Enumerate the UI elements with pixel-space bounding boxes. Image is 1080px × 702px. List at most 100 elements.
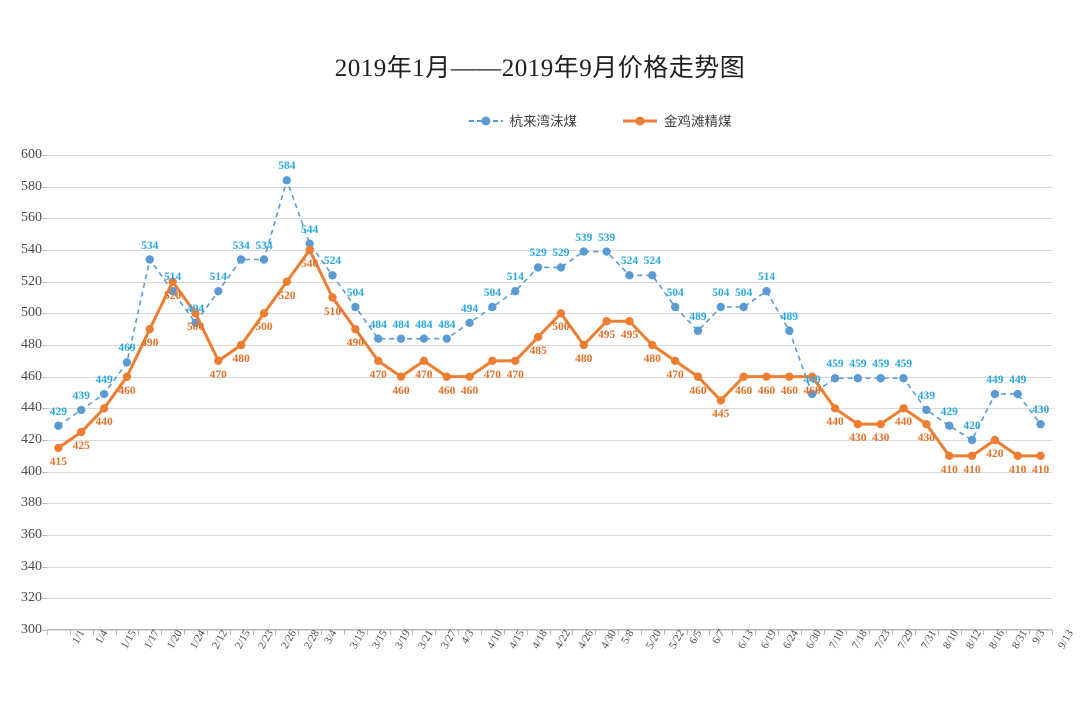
- data-point[interactable]: [442, 372, 451, 381]
- data-point[interactable]: [168, 277, 177, 286]
- data-point[interactable]: [762, 372, 771, 381]
- data-point[interactable]: [122, 372, 132, 381]
- data-point[interactable]: [922, 405, 931, 415]
- data-point[interactable]: [54, 421, 63, 430]
- data-point[interactable]: [807, 372, 817, 381]
- data-point[interactable]: [670, 302, 680, 312]
- data-point[interactable]: [328, 271, 337, 280]
- data-point[interactable]: [648, 340, 657, 350]
- data-point[interactable]: [396, 372, 406, 381]
- data-point[interactable]: [465, 318, 474, 328]
- data-point[interactable]: [990, 389, 1000, 399]
- data-point[interactable]: [236, 340, 246, 350]
- data-point[interactable]: [693, 372, 703, 381]
- y-tick-label: 580: [21, 178, 42, 194]
- data-point[interactable]: [99, 389, 109, 399]
- data-point[interactable]: [876, 419, 885, 429]
- data-point[interactable]: [488, 302, 497, 312]
- data-point[interactable]: [236, 255, 246, 264]
- data-point[interactable]: [899, 404, 908, 413]
- data-point[interactable]: [77, 405, 86, 415]
- data-point[interactable]: [602, 317, 611, 326]
- data-point[interactable]: [488, 356, 497, 366]
- data-point[interactable]: [533, 332, 543, 342]
- data-point[interactable]: [945, 421, 954, 430]
- data-point[interactable]: [259, 309, 269, 318]
- data-point[interactable]: [1036, 419, 1045, 429]
- data-point[interactable]: [259, 255, 269, 264]
- data-point[interactable]: [830, 374, 840, 383]
- data-point[interactable]: [739, 372, 748, 381]
- data-point[interactable]: [191, 309, 200, 318]
- legend-marker-dashed-icon: [468, 114, 503, 126]
- data-point[interactable]: [899, 374, 908, 383]
- data-point[interactable]: [785, 326, 794, 335]
- y-tick-label: 560: [21, 210, 42, 226]
- data-point[interactable]: [1013, 389, 1022, 399]
- data-point[interactable]: [1036, 451, 1045, 461]
- data-point[interactable]: [305, 239, 314, 248]
- data-point[interactable]: [876, 374, 885, 383]
- data-point[interactable]: [511, 286, 520, 296]
- data-point[interactable]: [602, 247, 611, 256]
- data-point[interactable]: [77, 427, 86, 437]
- data-point[interactable]: [305, 245, 314, 255]
- data-point[interactable]: [351, 324, 360, 334]
- x-tick-label: 2/28: [301, 628, 322, 651]
- data-point[interactable]: [556, 309, 566, 318]
- data-point[interactable]: [214, 356, 223, 366]
- data-point[interactable]: [419, 334, 429, 343]
- legend-item-blue[interactable]: 杭来湾沫煤: [468, 110, 577, 130]
- legend-item-orange[interactable]: 金鸡滩精煤: [623, 110, 732, 130]
- x-tick-mark: [366, 630, 368, 635]
- x-tick-label: 5/20: [644, 628, 665, 651]
- data-point[interactable]: [853, 419, 863, 429]
- data-point[interactable]: [967, 435, 977, 445]
- data-point[interactable]: [648, 271, 657, 280]
- x-tick-label: 5/22: [667, 628, 688, 651]
- data-point[interactable]: [807, 389, 817, 399]
- data-point[interactable]: [922, 419, 931, 429]
- x-tick-mark: [1029, 630, 1031, 635]
- x-tick-mark: [937, 630, 939, 635]
- data-point[interactable]: [282, 176, 292, 185]
- data-point[interactable]: [282, 277, 292, 286]
- data-point[interactable]: [967, 451, 977, 461]
- data-point[interactable]: [511, 356, 520, 366]
- data-point[interactable]: [122, 358, 132, 367]
- data-point[interactable]: [419, 356, 429, 366]
- data-point[interactable]: [54, 443, 63, 453]
- data-point[interactable]: [853, 374, 863, 383]
- data-point[interactable]: [145, 255, 154, 264]
- data-point[interactable]: [716, 302, 726, 312]
- data-point[interactable]: [556, 263, 566, 272]
- data-point[interactable]: [739, 302, 748, 312]
- data-point[interactable]: [579, 340, 588, 350]
- data-point[interactable]: [625, 271, 634, 280]
- data-point[interactable]: [762, 286, 771, 296]
- data-point[interactable]: [465, 372, 474, 381]
- data-point[interactable]: [373, 334, 383, 343]
- data-point[interactable]: [328, 293, 337, 302]
- data-point[interactable]: [99, 404, 109, 413]
- data-point[interactable]: [442, 334, 451, 343]
- chart-legend: 杭来湾沫煤 金鸡滩精煤: [0, 110, 1080, 130]
- data-point[interactable]: [693, 326, 703, 335]
- data-point[interactable]: [351, 302, 360, 312]
- data-point[interactable]: [625, 317, 634, 326]
- data-point[interactable]: [670, 356, 680, 366]
- data-point[interactable]: [785, 372, 794, 381]
- legend-marker-solid-icon: [623, 114, 657, 126]
- data-point[interactable]: [145, 324, 154, 334]
- x-tick-mark: [618, 630, 620, 635]
- data-point[interactable]: [214, 286, 223, 296]
- data-point[interactable]: [373, 356, 383, 366]
- data-point[interactable]: [830, 404, 840, 413]
- data-point[interactable]: [1013, 451, 1022, 461]
- data-point[interactable]: [945, 451, 954, 461]
- data-point[interactable]: [579, 247, 588, 256]
- data-point[interactable]: [396, 334, 406, 343]
- data-point[interactable]: [533, 263, 543, 272]
- data-point[interactable]: [716, 396, 726, 405]
- data-point[interactable]: [990, 435, 1000, 445]
